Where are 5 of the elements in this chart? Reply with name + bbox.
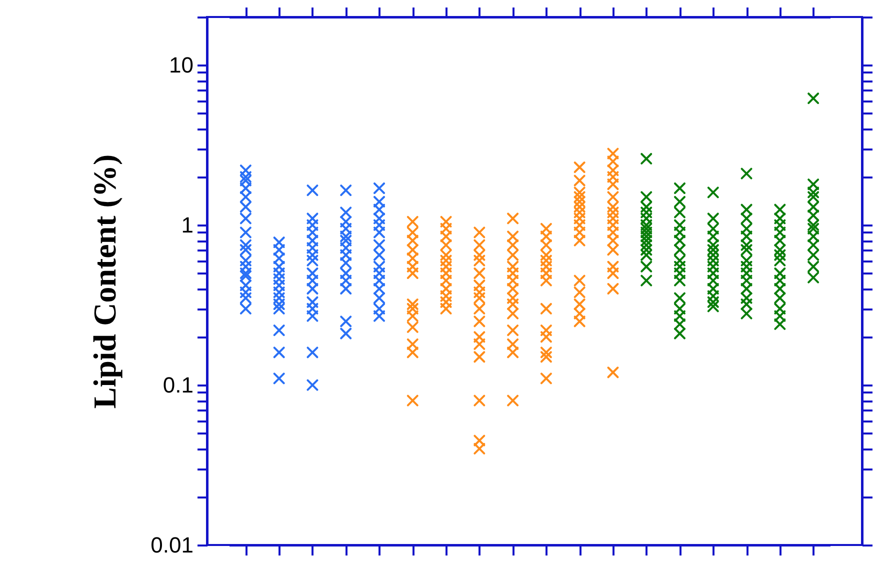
y-axis-title: Lipid Content (%): [86, 154, 123, 409]
y-tick-label: 0.01: [150, 532, 194, 558]
y-tick-label: 1: [181, 212, 194, 238]
y-tick-label: 10: [169, 52, 194, 78]
y-tick-label: 0.1: [162, 372, 194, 398]
